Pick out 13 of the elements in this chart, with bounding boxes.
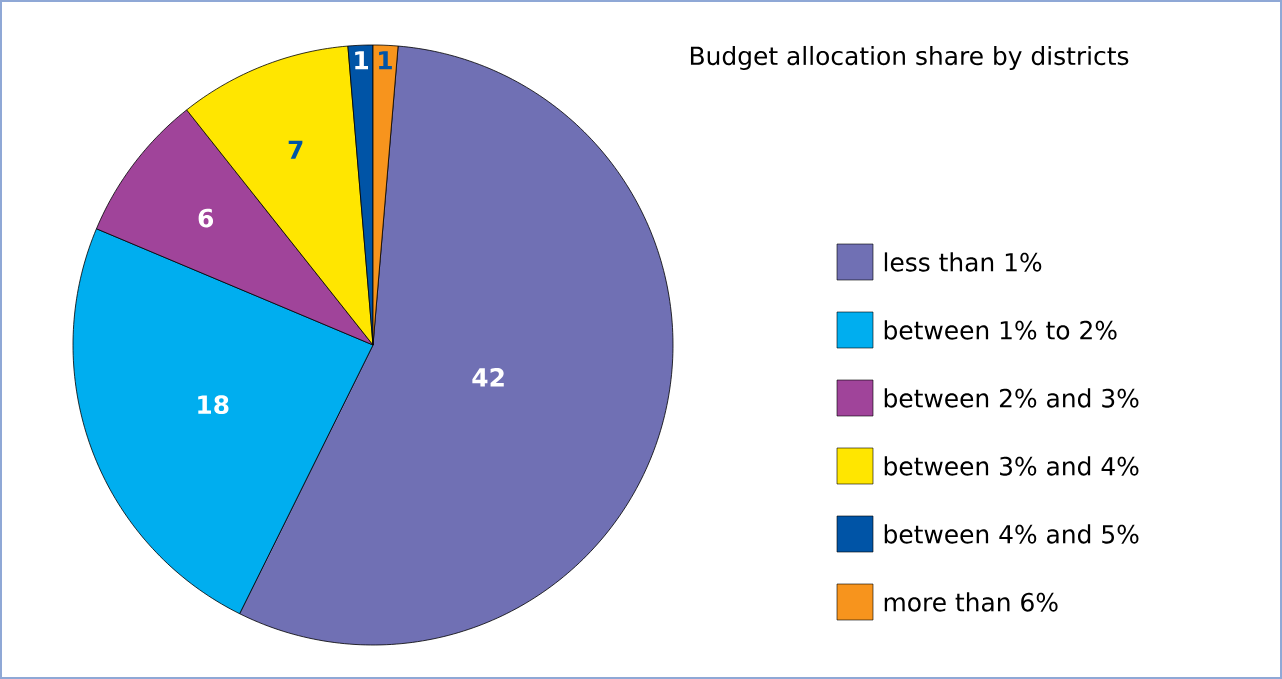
chart-title: Budget allocation share by districts: [690, 45, 1129, 71]
data-label: 18: [198, 395, 229, 415]
legend-label: less than 1%: [884, 252, 1042, 272]
legend-label: between 3% and 4%: [884, 456, 1139, 476]
data-label: 1: [379, 51, 392, 70]
legend-label: between 2% and 3%: [884, 388, 1139, 408]
legend-label: between 4% and 5%: [884, 524, 1139, 544]
legend-label: between 1% to 2%: [884, 320, 1117, 340]
legend-label: more than 6%: [884, 592, 1058, 612]
data-label: 1: [355, 51, 369, 70]
data-label: 7: [288, 140, 303, 159]
data-label: 6: [198, 208, 214, 228]
data-label: 42: [472, 368, 504, 387]
